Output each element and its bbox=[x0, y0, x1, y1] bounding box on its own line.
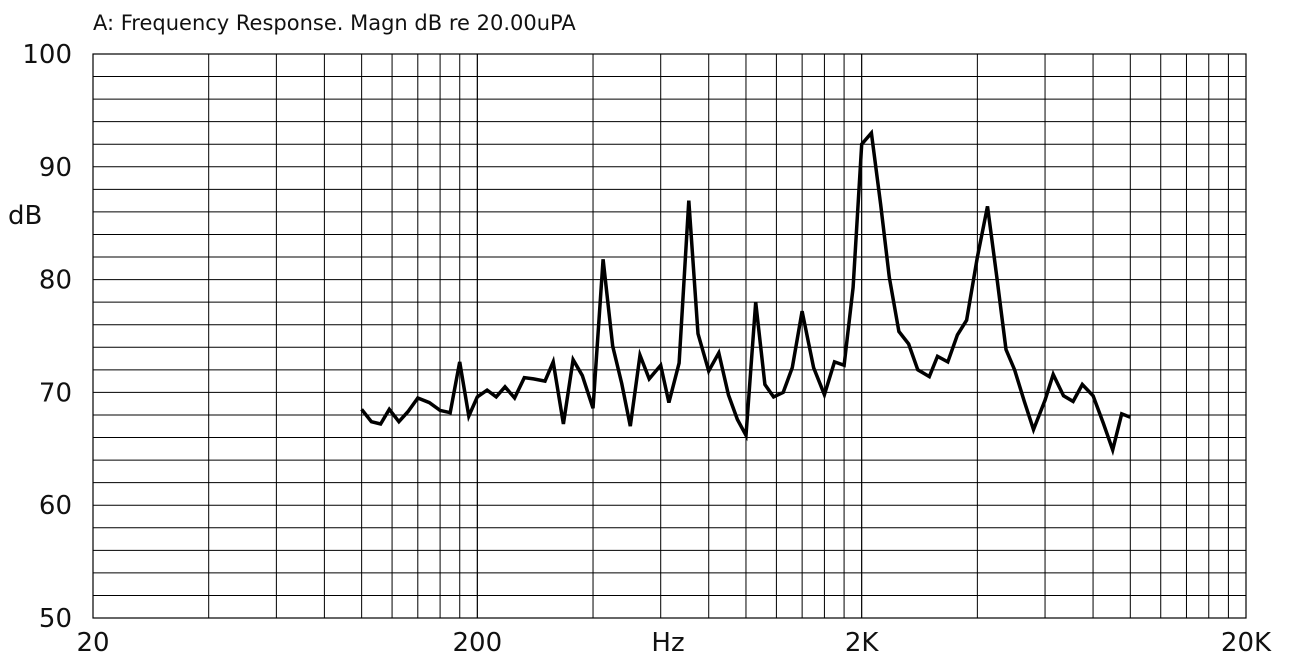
y-tick-labels: 100 90 80 70 60 50 bbox=[22, 40, 72, 634]
x-tick-label: 20 bbox=[76, 628, 109, 658]
y-axis-label: dB bbox=[8, 201, 42, 231]
y-tick-label: 80 bbox=[39, 266, 72, 296]
plot-frame bbox=[92, 53, 1247, 619]
chart-title: A: Frequency Response. Magn dB re 20.00u… bbox=[93, 11, 576, 35]
x-axis-label: Hz bbox=[651, 628, 684, 658]
x-tick-label: 20K bbox=[1221, 628, 1272, 658]
x-tick-label: 2K bbox=[845, 628, 880, 658]
y-tick-label: 90 bbox=[39, 153, 72, 183]
y-tick-label: 100 bbox=[22, 40, 72, 70]
y-tick-label: 60 bbox=[39, 491, 72, 521]
y-tick-label: 70 bbox=[39, 378, 72, 408]
chart-grid bbox=[93, 54, 1246, 618]
x-tick-label: 200 bbox=[453, 628, 503, 658]
series-line-magnitude bbox=[360, 128, 1131, 456]
x-tick-labels: 20 200 2K 20K bbox=[76, 628, 1272, 658]
y-tick-label: 50 bbox=[39, 604, 72, 634]
